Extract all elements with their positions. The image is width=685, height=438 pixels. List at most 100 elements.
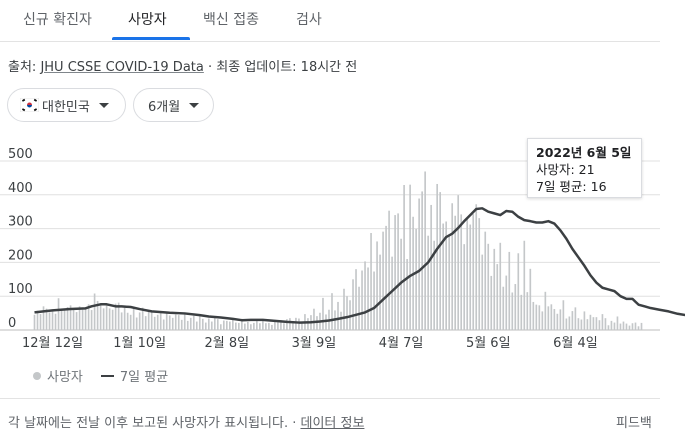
bar	[493, 248, 496, 330]
bar	[280, 320, 282, 330]
bar	[90, 310, 93, 330]
bar	[589, 314, 592, 330]
bar	[292, 322, 294, 330]
y-tick-label: 0	[8, 316, 16, 331]
period-selector[interactable]: 6개월	[133, 88, 214, 122]
bar	[553, 309, 556, 330]
bar	[250, 324, 252, 330]
bar	[418, 198, 420, 330]
bar	[601, 314, 604, 330]
y-tick-label: 100	[8, 282, 33, 297]
bar	[481, 254, 484, 330]
bar	[457, 195, 460, 330]
y-axis-labels: 0 100 200 300 400 500	[8, 147, 33, 331]
bar	[307, 318, 309, 330]
bar	[538, 305, 541, 330]
bar	[487, 243, 490, 330]
bar	[379, 254, 381, 330]
legend-dot-icon	[33, 372, 41, 380]
bar	[622, 321, 625, 330]
bar	[111, 309, 114, 330]
country-selector[interactable]: 대한민국	[7, 88, 126, 122]
bar	[595, 317, 598, 330]
bar	[120, 312, 123, 330]
bar	[286, 319, 288, 330]
bar	[415, 228, 417, 330]
bar	[637, 326, 640, 330]
bar	[634, 322, 637, 330]
bar	[499, 242, 502, 330]
bar	[568, 316, 571, 330]
bar	[210, 321, 213, 330]
bar	[241, 318, 243, 330]
x-tick-label: 5월 6일	[466, 336, 511, 351]
y-tick-label: 400	[8, 181, 33, 196]
bar	[508, 251, 511, 330]
bar	[325, 314, 327, 330]
bar	[586, 319, 589, 330]
bar	[448, 234, 451, 330]
footer-divider	[0, 398, 660, 399]
bar	[162, 319, 165, 330]
source-link[interactable]: JHU CSSE COVID-19 Data	[40, 60, 204, 75]
bar	[469, 224, 472, 330]
data-info-link[interactable]: 데이터 정보	[300, 416, 365, 431]
bar	[156, 314, 159, 330]
daily-deaths-bars	[33, 171, 643, 330]
bar	[613, 322, 616, 330]
bar	[427, 235, 429, 330]
y-tick-label: 200	[8, 248, 33, 263]
bar	[180, 319, 183, 330]
bar	[207, 318, 210, 330]
bar	[256, 319, 258, 330]
bar	[72, 308, 75, 330]
tab-deaths[interactable]: 사망자	[128, 12, 167, 28]
bar	[505, 275, 508, 330]
deaths-chart[interactable]: 0 100 200 300 400 500 12월 12일 1월 10일 2월 8일 3월 9일…	[0, 140, 685, 358]
tab-new-cases[interactable]: 신규 확진자	[23, 12, 92, 28]
bar	[466, 219, 469, 330]
bar	[535, 304, 538, 330]
bar	[222, 320, 225, 330]
bar	[454, 215, 457, 330]
bar	[150, 312, 153, 330]
bar	[439, 192, 441, 330]
bar	[367, 267, 369, 330]
bar	[36, 310, 39, 330]
bar	[559, 309, 562, 330]
bar	[253, 322, 255, 330]
bar	[66, 307, 69, 330]
bar	[268, 322, 270, 330]
tab-testing[interactable]: 검사	[296, 12, 322, 28]
bar	[204, 322, 207, 330]
bar	[463, 244, 466, 330]
bar	[39, 314, 42, 330]
tab-vaccinations[interactable]: 백신 접종	[203, 12, 259, 28]
bar	[316, 316, 318, 330]
bar	[183, 313, 186, 330]
bar	[640, 322, 643, 330]
source-prefix: 출처:	[8, 60, 41, 75]
bar	[186, 320, 189, 330]
bar	[105, 304, 108, 330]
bar	[232, 318, 234, 330]
bar	[171, 317, 174, 330]
bar	[544, 291, 547, 330]
bar	[301, 321, 303, 330]
bar	[138, 312, 141, 330]
bar	[33, 314, 36, 330]
bar	[289, 318, 291, 330]
bar	[562, 300, 565, 330]
bar	[343, 288, 345, 330]
bar	[340, 311, 342, 330]
chart-tooltip: 2022년 6월 5일 사망자: 21 7일 평균: 16	[527, 138, 642, 198]
feedback-link[interactable]: 피드백	[616, 416, 652, 431]
bar	[45, 308, 48, 330]
bar	[388, 210, 390, 330]
bar	[598, 320, 601, 330]
seven-day-average-line	[34, 207, 685, 324]
bar	[51, 311, 54, 330]
bar	[144, 316, 147, 330]
x-tick-label: 3월 9일	[292, 336, 337, 351]
bar	[219, 324, 222, 330]
